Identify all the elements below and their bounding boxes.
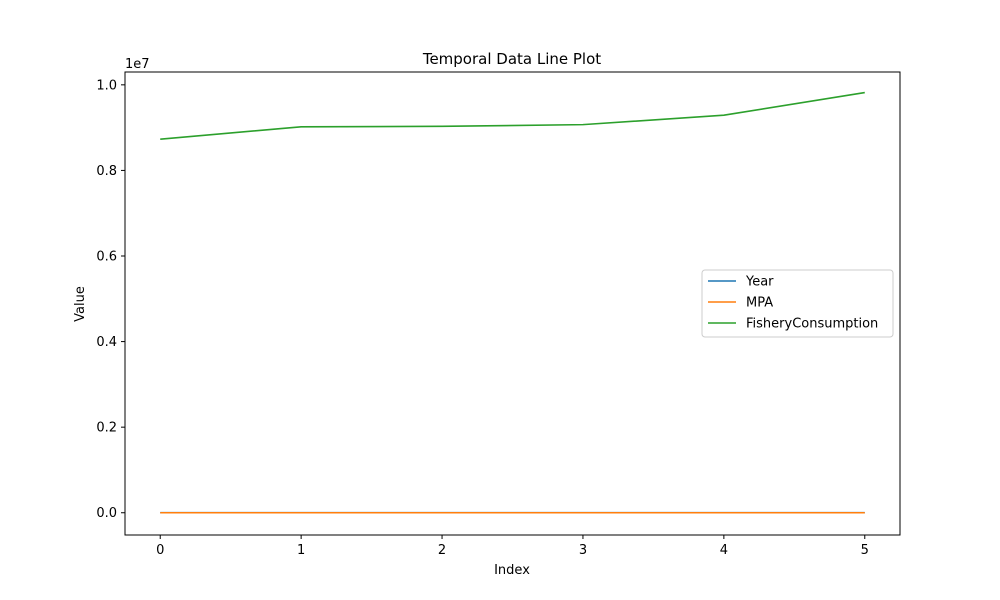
y-axis-label: Value bbox=[73, 286, 88, 322]
x-axis: 0 1 2 3 4 5 bbox=[156, 535, 869, 558]
x-axis-label: Index bbox=[494, 563, 530, 578]
x-tick-label: 5 bbox=[861, 543, 869, 558]
series-layer bbox=[160, 91, 865, 514]
series-line-fisheryconsumption bbox=[160, 91, 865, 140]
x-tick-label: 1 bbox=[297, 543, 305, 558]
x-tick-label: 4 bbox=[720, 543, 728, 558]
legend-label-year: Year bbox=[745, 275, 774, 290]
x-tick-label: 3 bbox=[579, 543, 587, 558]
y-tick-label: 0.6 bbox=[96, 250, 117, 265]
y-tick-label: 0.4 bbox=[96, 335, 117, 350]
y-tick-label: 0.8 bbox=[96, 164, 117, 179]
plot-area bbox=[124, 71, 901, 536]
legend-label-mpa: MPA bbox=[746, 296, 773, 311]
legend-label-fisheryconsumption: FisheryConsumption bbox=[746, 317, 878, 332]
x-tick-label: 2 bbox=[438, 543, 446, 558]
legend: Year MPA FisheryConsumption bbox=[701, 269, 894, 338]
y-offset-label: 1e7 bbox=[125, 57, 150, 72]
chart-title: Temporal Data Line Plot bbox=[422, 50, 601, 68]
x-tick-label: 0 bbox=[156, 543, 164, 558]
y-tick-label: 1.0 bbox=[96, 78, 117, 93]
plot-frame bbox=[124, 71, 901, 536]
y-tick-label: 0.2 bbox=[96, 421, 117, 436]
y-tick-label: 0.0 bbox=[96, 506, 117, 521]
legend-box bbox=[701, 269, 894, 338]
y-axis: 0.0 0.2 0.4 0.6 0.8 1.0 bbox=[96, 78, 125, 521]
